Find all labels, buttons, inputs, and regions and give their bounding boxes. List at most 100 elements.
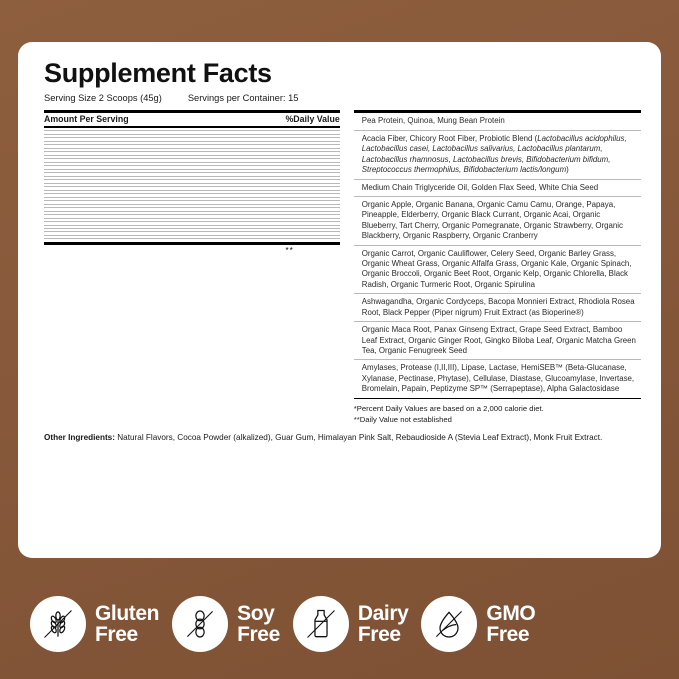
nutrient-amount — [197, 158, 280, 163]
table-row — [44, 141, 340, 146]
nutrient-amount — [197, 137, 280, 142]
nutrient-amount — [197, 134, 280, 139]
table-row — [44, 144, 340, 149]
badge-soy-free: Soy Free — [172, 596, 280, 652]
footnote-dv-not-established: **Daily Value not established — [353, 415, 452, 425]
nutrient-daily-value — [279, 190, 340, 195]
nutrient-amount — [197, 130, 280, 135]
nutrient-name — [44, 200, 198, 205]
nutrient-name — [44, 214, 198, 219]
blend-ingredients: Organic Carrot, Organic Cauliflower, Cel… — [361, 248, 632, 289]
blend-daily-value — [603, 359, 641, 363]
footnotes: *Percent Daily Values are based on a 2,0… — [354, 399, 641, 426]
nutrient-daily-value — [279, 127, 340, 132]
table-row — [44, 193, 340, 198]
blend-header-row — [353, 244, 641, 249]
nutrient-name — [44, 130, 198, 135]
nutrient-daily-value — [279, 165, 340, 170]
badge-dairy-free: Dairy Free — [292, 596, 409, 652]
table-row — [44, 186, 340, 191]
servings-per-container: Servings per Container: 15 — [187, 93, 299, 103]
nutrient-daily-value — [279, 176, 340, 181]
table-row — [44, 134, 340, 139]
table-row — [44, 225, 340, 230]
nutrient-amount — [197, 172, 280, 177]
nutrients-table: Amount Per Serving %Daily Value — [44, 113, 340, 126]
nutrient-amount — [197, 235, 280, 240]
table-row — [44, 162, 340, 167]
blends-column: Pea Protein, Quinoa, Mung Bean Protein Ac… — [353, 110, 641, 426]
nutrient-name — [44, 169, 198, 174]
nutrient-daily-value — [279, 228, 340, 233]
nutrient-name — [44, 231, 198, 237]
nutrient-daily-value — [279, 183, 340, 188]
table-row — [44, 183, 340, 188]
blend-daily-value — [603, 178, 641, 182]
nutrient-amount — [197, 165, 280, 170]
nutrient-name — [44, 225, 198, 230]
divider-blends-bottom — [353, 397, 641, 400]
table-row — [44, 211, 340, 216]
table-row — [44, 197, 340, 202]
table-row — [44, 155, 340, 160]
table-row — [44, 228, 340, 233]
badge-label: GMO Free — [486, 601, 536, 646]
blend-ingredients-row: Amylases, Protease (I,II,III), Lipase, L… — [354, 363, 641, 398]
blend-ingredients: Amylases, Protease (I,II,III), Lipase, L… — [361, 363, 635, 394]
nutrient-amount — [197, 197, 280, 202]
milk-bottle-icon — [292, 596, 349, 652]
nutrient-name — [44, 186, 198, 191]
gmo-droplet-icon — [421, 596, 478, 652]
nutrient-name — [44, 127, 198, 132]
blend-ingredients: Medium Chain Triglyceride Oil, Golden Fl… — [361, 182, 599, 192]
nutrient-name — [44, 211, 198, 216]
other-ingredients-text: Natural Flavors, Cocoa Powder (alkalized… — [114, 433, 603, 443]
nutrient-daily-value — [279, 193, 340, 198]
nutrient-daily-value — [279, 218, 340, 223]
nutrient-daily-value — [279, 162, 340, 167]
blend-daily-value — [603, 195, 641, 200]
nutrient-daily-value — [279, 134, 340, 139]
blend-name — [353, 359, 525, 363]
nutrient-daily-value — [279, 169, 340, 174]
badge-gluten-free: Gluten Free — [30, 596, 160, 652]
blend-ingredients-row: Organic Apple, Organic Banana, Organic C… — [354, 199, 641, 245]
nutrient-name — [44, 134, 198, 139]
nutrient-daily-value — [279, 155, 340, 160]
nutrient-amount — [197, 151, 280, 156]
nutrient-amount — [197, 225, 280, 230]
header-amount-per-serving: Amount Per Serving — [44, 114, 129, 125]
nutrient-amount — [197, 141, 280, 146]
blend-header-row — [353, 178, 641, 182]
divider-thick-bottom — [44, 241, 340, 246]
nutrient-amount — [197, 144, 280, 149]
table-row — [44, 169, 340, 174]
badge-label: Dairy Free — [357, 601, 409, 646]
blends-table: Pea Protein, Quinoa, Mung Bean Protein Ac… — [353, 113, 641, 398]
nutrient-name — [44, 207, 198, 212]
badge-gmo-free: GMO Free — [421, 596, 536, 652]
table-row — [44, 130, 340, 135]
blend-ingredients-row: Pea Protein, Quinoa, Mung Bean Protein — [354, 116, 641, 130]
nutrient-amount — [197, 169, 280, 174]
nutrient-daily-value — [279, 141, 340, 146]
blend-name — [353, 293, 525, 297]
blend-header-row — [353, 321, 641, 325]
nutrient-name — [44, 148, 198, 153]
nutrient-name — [44, 221, 198, 226]
nutrient-amount — [197, 183, 280, 188]
blend-amount — [525, 178, 603, 182]
blend-daily-value — [603, 293, 641, 297]
nutrient-name — [44, 144, 198, 149]
nutrient-amount — [197, 207, 280, 212]
footnote-percent-dv: *Percent Daily Values are based on a 2,0… — [353, 404, 544, 414]
nutrient-name — [44, 162, 198, 167]
blend-ingredients-row: Medium Chain Triglyceride Oil, Golden Fl… — [354, 182, 641, 196]
table-row — [44, 214, 340, 219]
nutrient-daily-value — [279, 231, 340, 237]
blend-daily-value — [603, 321, 641, 325]
serving-info: Serving Size 2 Scoops (45g) Servings per… — [44, 93, 647, 103]
nutrient-daily-value — [279, 211, 340, 216]
nutrient-amount — [197, 200, 280, 205]
